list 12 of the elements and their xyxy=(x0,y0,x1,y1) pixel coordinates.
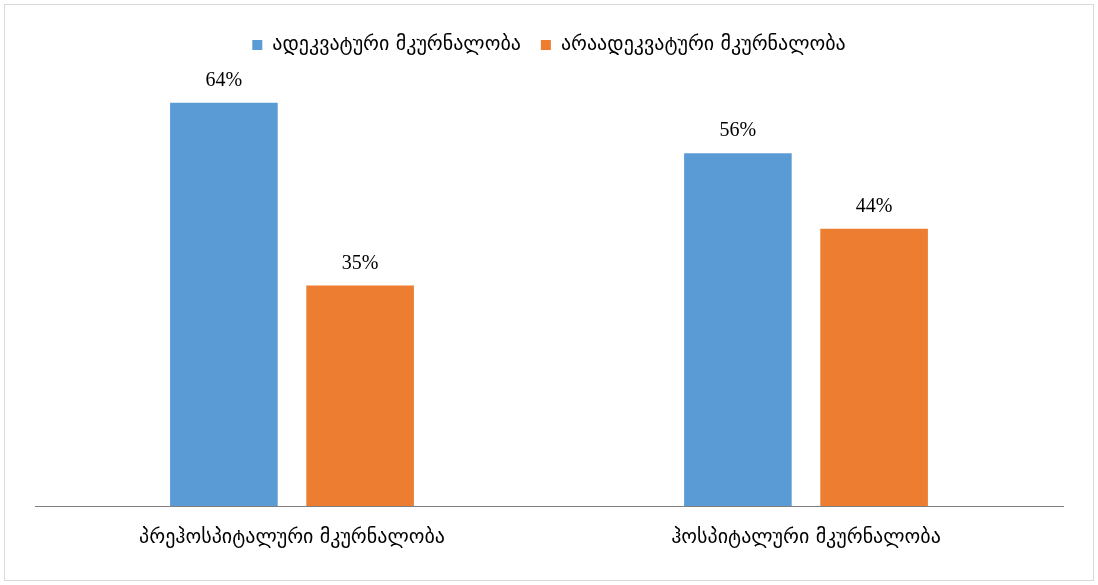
x-tick-label: ჰოსპიტალური მკურნალობა xyxy=(671,524,941,549)
bar xyxy=(684,153,792,506)
legend-label: არაადეკვატური მკურნალობა xyxy=(560,31,846,56)
data-label: 35% xyxy=(341,250,379,273)
data-label: 56% xyxy=(719,118,757,141)
bar xyxy=(820,228,928,506)
legend-label: ადეკვატური მკურნალობა xyxy=(272,31,521,56)
data-label: 44% xyxy=(855,194,893,217)
bar xyxy=(170,102,278,506)
data-label: 64% xyxy=(205,68,243,91)
bar xyxy=(306,285,414,506)
x-tick-label: პრეჰოსპიტალური მკურნალობა xyxy=(139,524,445,549)
